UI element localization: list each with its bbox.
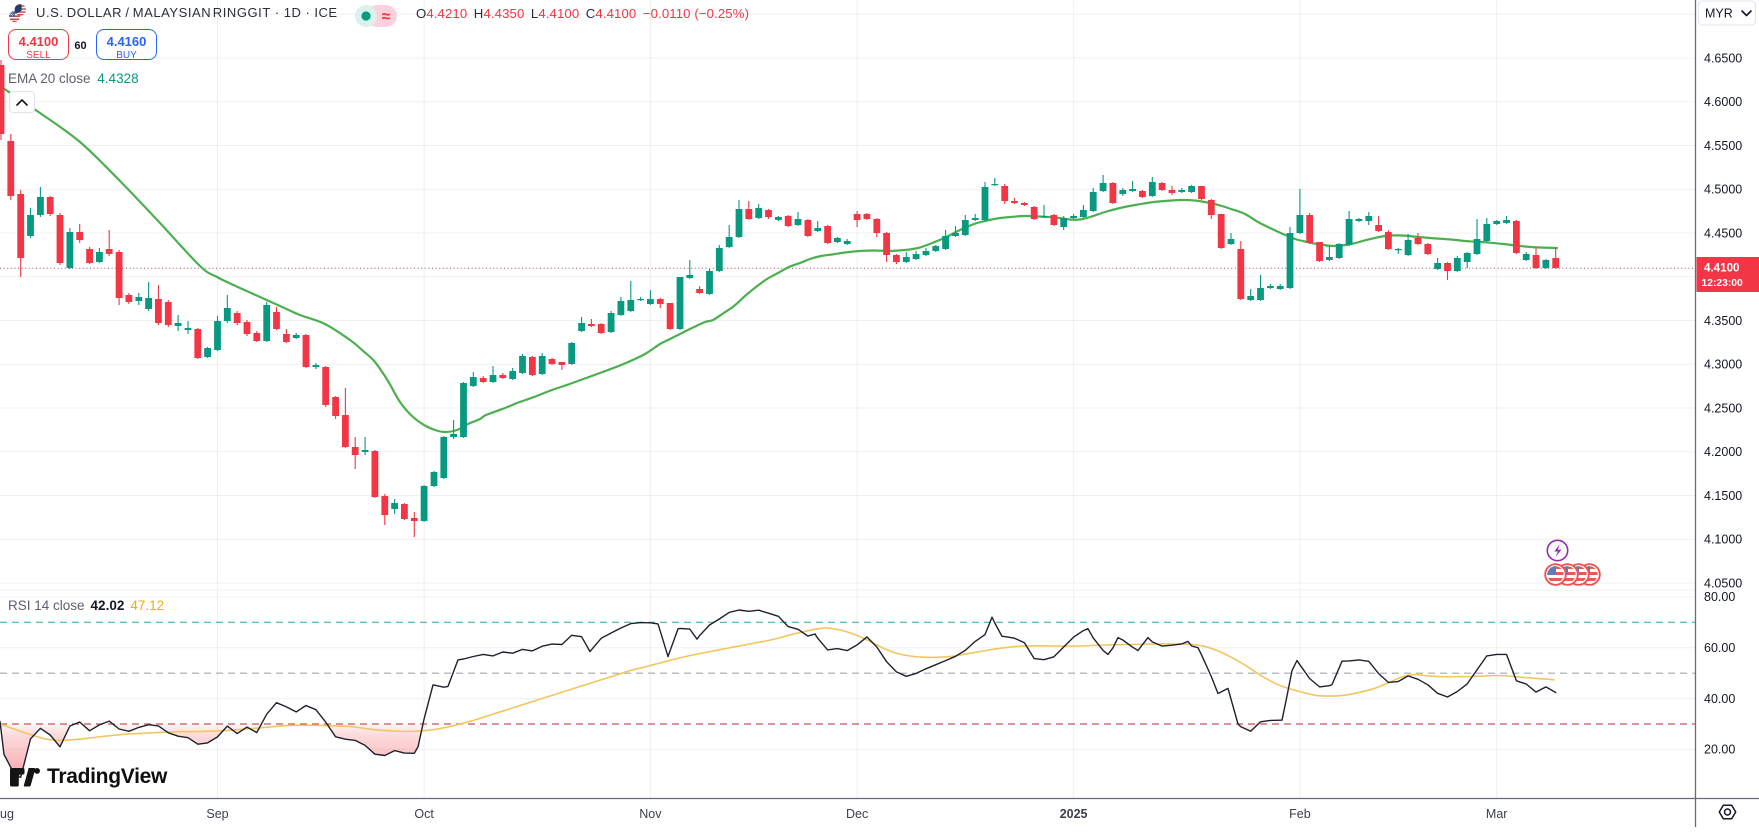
svg-text:2025: 2025 [1060,807,1088,821]
svg-text:Dec: Dec [846,807,868,821]
svg-text:20.00: 20.00 [1704,743,1735,757]
svg-text:40.00: 40.00 [1704,692,1735,706]
svg-text:Sep: Sep [206,807,228,821]
svg-text:4.2000: 4.2000 [1704,445,1742,459]
svg-text:4.6000: 4.6000 [1704,95,1742,109]
svg-text:Oct: Oct [414,807,434,821]
svg-text:4.4100: 4.4100 [1704,262,1739,275]
svg-text:Mar: Mar [1486,807,1508,821]
svg-text:4.2500: 4.2500 [1704,401,1742,415]
svg-text:Feb: Feb [1289,807,1311,821]
svg-text:4.5500: 4.5500 [1704,139,1742,153]
svg-text:≈: ≈ [382,9,391,26]
svg-text:4.1000: 4.1000 [1704,533,1742,547]
svg-text:12:23:00: 12:23:00 [1702,278,1743,289]
svg-text:60.00: 60.00 [1704,641,1735,655]
svg-text:4.1500: 4.1500 [1704,489,1742,503]
svg-text:Nov: Nov [639,807,662,821]
svg-text:ug: ug [0,807,14,821]
svg-text:80.00: 80.00 [1704,590,1735,604]
svg-text:4.6500: 4.6500 [1704,51,1742,65]
svg-text:MYR: MYR [1705,7,1733,21]
svg-text:4.3500: 4.3500 [1704,314,1742,328]
svg-text:4.4500: 4.4500 [1704,226,1742,240]
svg-text:4.3000: 4.3000 [1704,358,1742,372]
svg-text:4.5000: 4.5000 [1704,183,1742,197]
svg-text:4.0500: 4.0500 [1704,576,1742,590]
